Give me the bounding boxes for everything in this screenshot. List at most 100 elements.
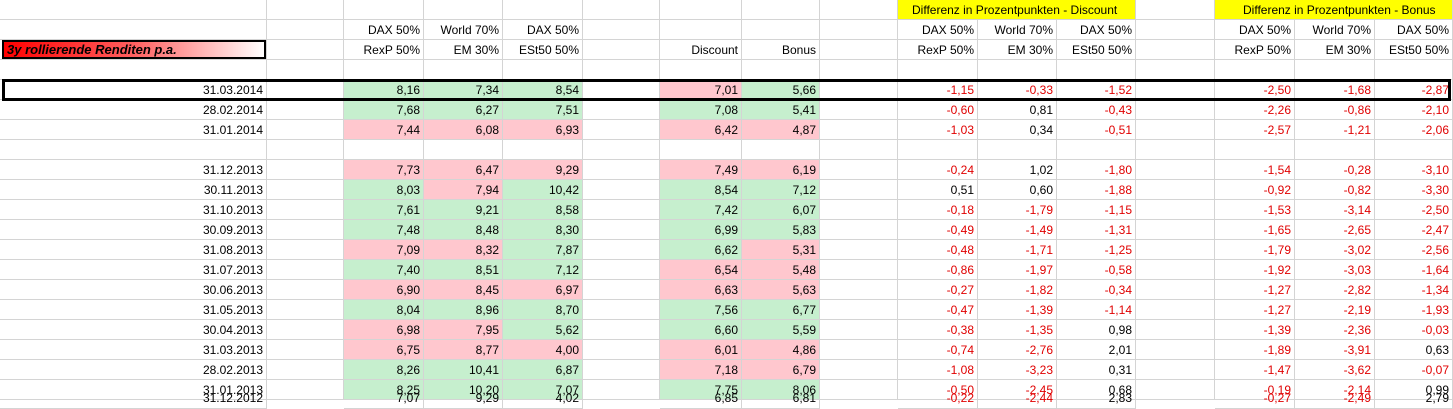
grid-cell[interactable] <box>267 40 344 60</box>
grid-cell[interactable] <box>583 180 660 200</box>
grid-cell[interactable] <box>1136 260 1215 280</box>
bonus-diff-cell[interactable]: -0,82 <box>1295 180 1375 200</box>
return-cell[interactable]: 10,42 <box>503 180 583 200</box>
discount-diff-cell[interactable]: -0,18 <box>898 200 978 220</box>
grid-cell[interactable] <box>742 0 820 20</box>
grid-cell[interactable] <box>820 120 898 140</box>
discount-diff-cell[interactable]: -0,48 <box>898 240 978 260</box>
return-cell[interactable]: 4,00 <box>503 340 583 360</box>
grid-cell[interactable] <box>1136 340 1215 360</box>
grid-cell[interactable] <box>503 140 583 160</box>
header-top-cell[interactable]: DAX 50% <box>1375 20 1453 40</box>
header-bottom-cell[interactable]: RexP 50% <box>898 40 978 60</box>
grid-cell[interactable] <box>1057 60 1136 80</box>
return-cell[interactable]: 8,30 <box>503 220 583 240</box>
bonus-cell[interactable]: 5,31 <box>742 240 820 260</box>
grid-cell[interactable] <box>344 60 424 80</box>
grid-cell[interactable] <box>0 140 267 160</box>
bonus-diff-cell[interactable]: -1,27 <box>1215 280 1295 300</box>
header-top-cell[interactable]: World 70% <box>978 20 1057 40</box>
bonus-diff-cell[interactable]: -2,06 <box>1375 120 1453 140</box>
return-cell[interactable]: 7,51 <box>503 100 583 120</box>
header-top-cell[interactable]: World 70% <box>424 20 503 40</box>
discount-diff-cell[interactable]: 0,60 <box>978 180 1057 200</box>
bonus-diff-cell[interactable]: -1,89 <box>1215 340 1295 360</box>
discount-diff-cell[interactable]: -1,49 <box>978 220 1057 240</box>
bonus-cell[interactable]: 5,59 <box>742 320 820 340</box>
grid-cell[interactable] <box>267 60 344 80</box>
return-cell[interactable]: 7,94 <box>424 180 503 200</box>
bonus-cell[interactable]: 5,83 <box>742 220 820 240</box>
bonus-diff-cell[interactable]: -3,62 <box>1295 360 1375 380</box>
bonus-cell[interactable]: 6,77 <box>742 300 820 320</box>
bonus-cell[interactable]: 6,79 <box>742 360 820 380</box>
grid-cell[interactable] <box>742 60 820 80</box>
date-cell[interactable]: 28.02.2013 <box>0 360 267 380</box>
grid-cell[interactable] <box>1136 0 1215 20</box>
return-cell[interactable]: 7,44 <box>344 120 424 140</box>
discount-diff-cell[interactable]: -1,31 <box>1057 220 1136 240</box>
bonus-diff-cell[interactable]: -2,65 <box>1295 220 1375 240</box>
discount-diff-cell[interactable]: -0,43 <box>1057 100 1136 120</box>
grid-cell[interactable] <box>1136 100 1215 120</box>
grid-cell[interactable] <box>583 220 660 240</box>
grid-cell[interactable] <box>820 280 898 300</box>
grid-cell[interactable] <box>660 20 742 40</box>
bonus-cell[interactable]: 6,19 <box>742 160 820 180</box>
grid-cell[interactable] <box>1136 20 1215 40</box>
grid-cell[interactable] <box>1136 280 1215 300</box>
discount-diff-cell[interactable]: -1,25 <box>1057 240 1136 260</box>
discount-cell[interactable]: 6,54 <box>660 260 742 280</box>
grid-cell[interactable] <box>820 140 898 160</box>
date-cell[interactable]: 30.11.2013 <box>0 180 267 200</box>
grid-cell[interactable] <box>267 200 344 220</box>
header-top-cell[interactable]: DAX 50% <box>898 20 978 40</box>
discount-diff-cell[interactable]: 0,81 <box>978 100 1057 120</box>
return-cell[interactable]: 8,48 <box>424 220 503 240</box>
grid-cell[interactable] <box>267 260 344 280</box>
grid-cell[interactable] <box>820 20 898 40</box>
discount-diff-cell[interactable]: -1,35 <box>978 320 1057 340</box>
grid-cell[interactable] <box>267 120 344 140</box>
discount-diff-cell[interactable]: -1,71 <box>978 240 1057 260</box>
grid-cell[interactable] <box>267 0 344 20</box>
grid-cell[interactable] <box>267 80 344 100</box>
bonus-diff-cell[interactable]: 0,63 <box>1375 340 1453 360</box>
header-bottom-cell[interactable]: ESt50 50% <box>503 40 583 60</box>
date-cell[interactable]: 31.07.2013 <box>0 260 267 280</box>
grid-cell[interactable] <box>1215 140 1295 160</box>
grid-cell[interactable] <box>583 200 660 220</box>
return-cell[interactable]: 8,04 <box>344 300 424 320</box>
grid-cell[interactable] <box>1136 200 1215 220</box>
grid-cell[interactable] <box>1136 240 1215 260</box>
grid-cell[interactable] <box>820 220 898 240</box>
grid-cell[interactable] <box>503 60 583 80</box>
return-cell[interactable]: 4,02 <box>503 388 583 409</box>
return-cell[interactable]: 7,61 <box>344 200 424 220</box>
grid-cell[interactable] <box>583 100 660 120</box>
grid-cell[interactable] <box>0 60 267 80</box>
bonus-diff-cell[interactable]: -1,64 <box>1375 260 1453 280</box>
discount-diff-cell[interactable]: 1,02 <box>978 160 1057 180</box>
discount-diff-cell[interactable]: -1,97 <box>978 260 1057 280</box>
discount-diff-cell[interactable]: -0,86 <box>898 260 978 280</box>
date-cell[interactable]: 31.01.2014 <box>0 120 267 140</box>
discount-diff-cell[interactable]: -3,23 <box>978 360 1057 380</box>
return-cell[interactable]: 8,16 <box>344 80 424 100</box>
discount-diff-cell[interactable]: -1,79 <box>978 200 1057 220</box>
grid-cell[interactable] <box>424 0 503 20</box>
discount-diff-cell[interactable]: -0,60 <box>898 100 978 120</box>
bonus-diff-cell[interactable]: -3,14 <box>1295 200 1375 220</box>
discount-diff-cell[interactable]: 0,34 <box>978 120 1057 140</box>
grid-cell[interactable] <box>583 380 660 400</box>
discount-diff-cell[interactable]: -0,24 <box>898 160 978 180</box>
grid-cell[interactable] <box>267 340 344 360</box>
header-bonus[interactable]: Bonus <box>742 40 820 60</box>
grid-cell[interactable] <box>583 340 660 360</box>
grid-cell[interactable] <box>583 300 660 320</box>
bonus-diff-cell[interactable]: -1,53 <box>1215 200 1295 220</box>
grid-cell[interactable] <box>583 160 660 180</box>
grid-cell[interactable] <box>820 160 898 180</box>
grid-cell[interactable] <box>820 0 898 20</box>
grid-cell[interactable] <box>267 320 344 340</box>
